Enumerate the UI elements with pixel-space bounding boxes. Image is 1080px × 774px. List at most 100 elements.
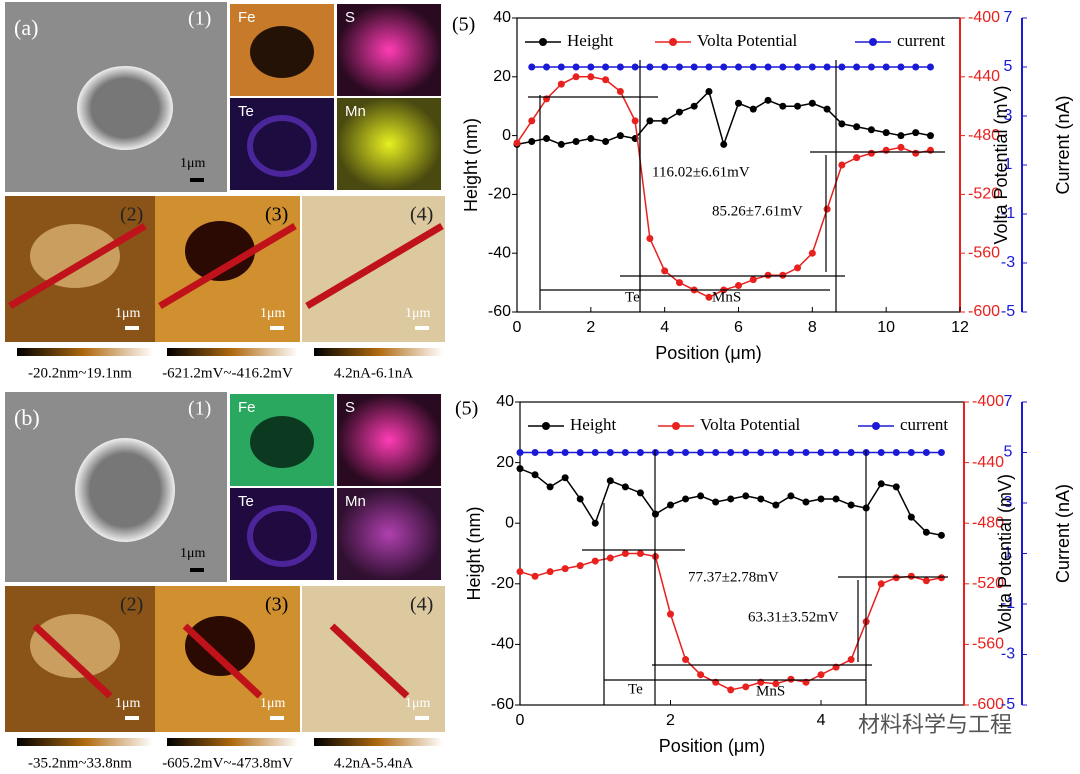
data-point bbox=[897, 63, 905, 71]
data-point bbox=[853, 123, 861, 131]
scan-line bbox=[32, 623, 113, 699]
y-tick-label: 20 bbox=[496, 454, 514, 471]
annotation: MnS bbox=[712, 289, 741, 305]
y-tick-label: -40 bbox=[488, 244, 511, 261]
y2-tick-label: -520 bbox=[968, 186, 1000, 203]
map-label: S bbox=[345, 399, 355, 416]
data-point bbox=[621, 449, 629, 456]
data-point bbox=[516, 568, 524, 576]
y3-tick-label: -1 bbox=[1001, 595, 1015, 612]
data-point bbox=[720, 140, 728, 148]
data-point bbox=[772, 501, 780, 509]
color-bar bbox=[314, 738, 443, 746]
range-label: 4.2nA-5.4nA bbox=[334, 755, 413, 771]
data-point bbox=[616, 88, 624, 95]
data-point bbox=[712, 449, 720, 456]
data-point bbox=[516, 449, 524, 456]
data-point bbox=[897, 132, 905, 140]
scale-bar bbox=[270, 326, 284, 330]
legend-label: Height bbox=[567, 31, 614, 50]
y3-tick-label: 1 bbox=[1004, 545, 1013, 562]
scan-line bbox=[329, 623, 410, 699]
data-point bbox=[697, 671, 705, 679]
x-tick-label: 8 bbox=[808, 319, 817, 336]
data-point bbox=[513, 139, 521, 147]
data-point bbox=[922, 577, 930, 585]
scale-bar bbox=[270, 716, 284, 720]
scale-label: 1μm bbox=[405, 696, 431, 711]
element-map bbox=[337, 488, 441, 580]
y2-tick-label: -480 bbox=[972, 514, 1004, 531]
sub-label: (1) bbox=[188, 398, 211, 420]
range-label: -605.2mV~-473.8mV bbox=[162, 755, 293, 771]
data-point bbox=[907, 513, 915, 521]
data-point bbox=[587, 73, 595, 81]
data-point bbox=[794, 102, 802, 110]
sub-label: (1) bbox=[188, 8, 211, 30]
sub-label: (3) bbox=[265, 594, 288, 616]
data-point bbox=[561, 565, 569, 573]
range-label: -20.2nm~19.1nm bbox=[28, 365, 132, 381]
data-point bbox=[591, 557, 599, 565]
data-point bbox=[646, 117, 654, 125]
data-point bbox=[576, 495, 584, 503]
data-point bbox=[897, 143, 905, 151]
data-point bbox=[697, 492, 705, 500]
data-point bbox=[937, 531, 945, 539]
scan-line bbox=[8, 222, 147, 310]
sub-label: (3) bbox=[265, 204, 288, 226]
plot-frame bbox=[519, 401, 965, 706]
map-label: Fe bbox=[238, 9, 256, 26]
data-point bbox=[528, 137, 536, 145]
data-point bbox=[912, 129, 920, 137]
data-point bbox=[602, 137, 610, 145]
data-point bbox=[892, 483, 900, 491]
y3-tick-label: 5 bbox=[1004, 444, 1013, 461]
y3-axis-label: Current (nA) bbox=[1053, 484, 1073, 583]
data-point bbox=[587, 63, 595, 71]
data-point bbox=[661, 117, 669, 125]
data-point bbox=[735, 63, 742, 71]
data-point bbox=[636, 489, 644, 497]
inclusion bbox=[77, 66, 173, 150]
data-point bbox=[572, 73, 580, 81]
legend-marker bbox=[672, 422, 680, 430]
y-tick-label: 40 bbox=[496, 393, 514, 410]
data-point bbox=[621, 550, 629, 557]
data-point bbox=[682, 495, 690, 503]
data-point bbox=[675, 279, 683, 287]
x-tick-label: 4 bbox=[660, 319, 669, 336]
y2-tick-label: -440 bbox=[968, 68, 1000, 85]
data-point bbox=[690, 102, 698, 110]
data-point bbox=[561, 449, 569, 456]
y2-tick-label: -400 bbox=[968, 9, 1000, 26]
data-point bbox=[557, 140, 565, 148]
data-point bbox=[853, 154, 861, 162]
legend-marker bbox=[872, 422, 880, 430]
element-map bbox=[337, 4, 441, 96]
element-map bbox=[337, 394, 441, 486]
data-point bbox=[572, 137, 580, 145]
data-point bbox=[661, 63, 669, 71]
y3-tick-label: 3 bbox=[1004, 494, 1013, 511]
y3-tick-label: -1 bbox=[1001, 205, 1015, 222]
data-point bbox=[546, 449, 554, 456]
y3-tick-label: 3 bbox=[1004, 107, 1013, 124]
data-point bbox=[557, 63, 565, 71]
scan-line bbox=[182, 623, 263, 699]
data-point bbox=[817, 671, 825, 679]
data-point bbox=[787, 492, 795, 500]
data-point bbox=[576, 562, 584, 570]
x-tick-label: 2 bbox=[666, 712, 675, 729]
data-point bbox=[749, 105, 757, 113]
data-point bbox=[587, 135, 595, 143]
legend-marker bbox=[869, 38, 877, 46]
range-label: 4.2nA-6.1nA bbox=[334, 365, 413, 381]
data-point bbox=[735, 282, 742, 290]
data-point bbox=[937, 574, 945, 582]
map-label: Te bbox=[238, 493, 254, 510]
y-tick-label: 0 bbox=[505, 514, 514, 531]
data-point bbox=[937, 449, 945, 456]
y3-tick-label: 7 bbox=[1004, 393, 1013, 410]
